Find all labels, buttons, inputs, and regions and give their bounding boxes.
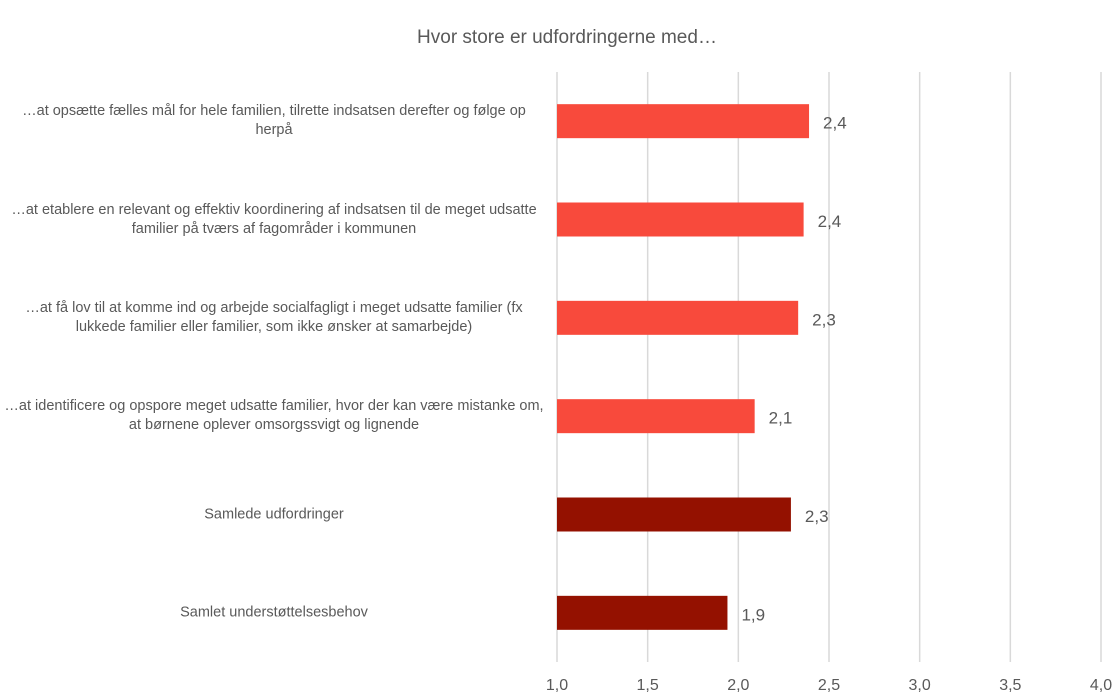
bar [557, 202, 804, 237]
x-tick-label: 4,0 [1090, 677, 1112, 694]
x-tick-label: 1,0 [546, 677, 568, 694]
x-tick-label: 1,5 [637, 677, 659, 694]
x-tick-label: 3,0 [909, 677, 931, 694]
bar [557, 104, 810, 139]
y-tick-label: Samlede udfordringer [204, 506, 344, 522]
value-label: 1,9 [741, 605, 765, 624]
value-label: 2,3 [812, 310, 836, 329]
x-tick-label: 2,0 [727, 677, 749, 694]
value-label: 2,3 [805, 507, 829, 526]
x-tick-label: 2,5 [818, 677, 840, 694]
x-tick-label: 3,5 [999, 677, 1021, 694]
y-tick-label: …at få lov til at komme ind og arbejde s… [25, 299, 523, 335]
bar [557, 497, 791, 532]
chart-title: Hvor store er udfordringerne med… [417, 27, 717, 48]
y-tick-label: …at opsætte fælles mål for hele familien… [22, 103, 526, 139]
bar [557, 399, 755, 434]
bar [557, 595, 728, 630]
y-tick-label: …at identificere og opspore meget udsatt… [4, 398, 544, 434]
value-label: 2,4 [818, 212, 842, 231]
bar [557, 300, 799, 335]
value-label: 2,4 [823, 114, 847, 133]
y-tick-label: …at etablere en relevant og effektiv koo… [11, 201, 537, 237]
y-tick-label: Samlet understøttelsesbehov [180, 604, 368, 621]
value-label: 2,1 [769, 409, 793, 428]
